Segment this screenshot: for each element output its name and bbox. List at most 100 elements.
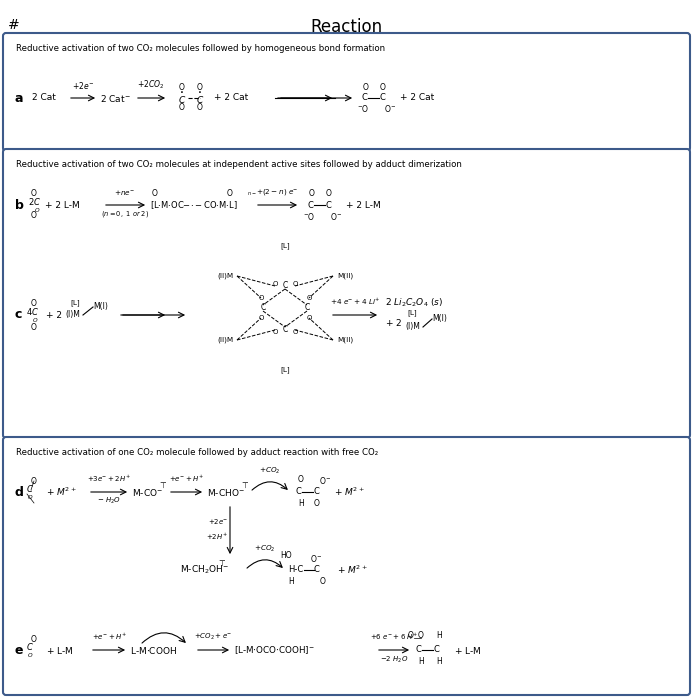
Text: $\mathbf{a}$: $\mathbf{a}$: [14, 92, 24, 104]
Text: C: C: [304, 303, 310, 312]
Text: O: O: [309, 189, 315, 199]
Text: C: C: [314, 565, 320, 575]
Text: O: O: [408, 631, 414, 640]
Text: $+2e^{-}$: $+2e^{-}$: [207, 517, 228, 526]
Text: M(II): M(II): [337, 337, 353, 343]
Text: $4\underset{O}{\overset{}{C}}$: $4\underset{O}{\overset{}{C}}$: [26, 305, 39, 324]
Text: M(II): M(II): [337, 273, 353, 279]
Text: L-M$\cdot$COOH: L-M$\cdot$COOH: [130, 644, 177, 656]
Text: O: O: [380, 82, 386, 92]
Text: $+e^{-}+H^{+}$: $+e^{-}+H^{+}$: [91, 632, 126, 642]
Text: (II)M: (II)M: [217, 273, 233, 279]
Text: C: C: [282, 326, 288, 335]
Text: $+\ M^{2+}$: $+\ M^{2+}$: [334, 486, 365, 498]
Text: $\overset{\bullet}{C}$: $\overset{\bullet}{C}$: [196, 90, 204, 106]
Text: $+\ $L-M: $+\ $L-M: [454, 644, 482, 656]
Text: $\top$: $\top$: [240, 480, 249, 489]
Text: $+\ M^{2+}$: $+\ M^{2+}$: [46, 486, 77, 498]
Text: $+(2-n)\ e^{-}$: $+(2-n)\ e^{-}$: [256, 187, 298, 197]
Text: $[$L-M$\cdot$OCO$\cdot$COOH$]^{-}$: $[$L-M$\cdot$OCO$\cdot$COOH$]^{-}$: [234, 644, 315, 656]
Text: O: O: [258, 315, 264, 321]
Text: $+\ M^{2+}$: $+\ M^{2+}$: [337, 564, 368, 576]
Text: H: H: [436, 631, 442, 640]
FancyBboxPatch shape: [3, 437, 690, 695]
Text: O: O: [320, 577, 326, 586]
Text: Reductive activation of one CO₂ molecule followed by adduct reaction with free C: Reductive activation of one CO₂ molecule…: [16, 448, 378, 457]
Text: (I)M: (I)M: [65, 310, 80, 319]
Text: C: C: [296, 487, 302, 496]
Text: $\mathbf{e}$: $\mathbf{e}$: [14, 644, 24, 656]
Text: 2 Cat$^{-}$: 2 Cat$^{-}$: [100, 92, 130, 103]
Text: O: O: [272, 281, 278, 287]
Text: $\mathbf{d}$: $\mathbf{d}$: [14, 485, 24, 499]
Text: Reaction: Reaction: [310, 18, 382, 36]
Text: + 2 Cat: + 2 Cat: [400, 94, 435, 103]
Text: O$^{-}$: O$^{-}$: [319, 475, 331, 486]
Text: $+2H^{+}$: $+2H^{+}$: [207, 532, 228, 542]
Text: 2 Cat: 2 Cat: [32, 94, 56, 103]
Text: $(n{=}0,\ 1\ or\ 2)$: $(n{=}0,\ 1\ or\ 2)$: [101, 209, 149, 219]
Text: $+4\ e^{-}+4\ Li^{+}$: $+4\ e^{-}+4\ Li^{+}$: [330, 296, 380, 307]
Text: O: O: [31, 635, 37, 644]
Text: O$^{-}$: O$^{-}$: [384, 103, 396, 115]
Text: M-CHO$^{-}$: M-CHO$^{-}$: [207, 487, 245, 498]
Text: Reductive activation of two CO₂ molecules at independent active sites followed b: Reductive activation of two CO₂ molecule…: [16, 160, 462, 169]
Text: $+2CO_2$: $+2CO_2$: [137, 78, 165, 91]
Text: [L]: [L]: [280, 366, 290, 373]
Text: M(I): M(I): [93, 303, 108, 312]
Text: $\mathbf{c}$: $\mathbf{c}$: [14, 308, 23, 322]
Text: O: O: [292, 281, 298, 287]
Text: + 2 L-M: + 2 L-M: [346, 201, 380, 210]
Text: O: O: [326, 189, 332, 199]
Text: O: O: [197, 103, 203, 113]
Text: O: O: [31, 322, 37, 331]
Text: $+e^{-}+H^{+}$: $+e^{-}+H^{+}$: [168, 474, 203, 484]
Text: $+2e^{-}$: $+2e^{-}$: [72, 80, 94, 91]
Text: M-CO$^{-}$: M-CO$^{-}$: [132, 487, 163, 498]
Text: O: O: [31, 298, 37, 308]
Text: [L]: [L]: [280, 243, 290, 250]
Text: O: O: [152, 189, 158, 199]
Text: C: C: [433, 645, 439, 654]
Text: $+CO_2$: $+CO_2$: [259, 466, 281, 476]
FancyBboxPatch shape: [3, 149, 690, 438]
FancyBboxPatch shape: [3, 33, 690, 151]
Text: O: O: [272, 329, 278, 335]
Text: O$^{-}$: O$^{-}$: [330, 210, 342, 222]
Text: $2\underset{O}{\overset{}{C}}$: $2\underset{O}{\overset{}{C}}$: [28, 196, 41, 215]
Text: H: H: [418, 658, 424, 667]
Text: + 2 L-M: + 2 L-M: [45, 201, 80, 210]
Text: $^{n-}$: $^{n-}$: [247, 191, 256, 197]
Text: $2\ Li_2C_2O_4\ (s)$: $2\ Li_2C_2O_4\ (s)$: [385, 297, 443, 309]
Text: O: O: [31, 212, 37, 220]
Text: $^{-}$O: $^{-}$O: [357, 103, 369, 115]
Text: [L]: [L]: [407, 310, 416, 317]
Text: $+6\ e^{-}+6\ H^{+}$: $+6\ e^{-}+6\ H^{+}$: [370, 632, 418, 642]
Text: O: O: [363, 82, 369, 92]
Text: C: C: [416, 645, 422, 654]
Text: O: O: [306, 315, 312, 321]
Text: (II)M: (II)M: [217, 337, 233, 343]
Text: $+ne^{-}$: $+ne^{-}$: [114, 188, 136, 197]
Text: $\mathbf{b}$: $\mathbf{b}$: [14, 198, 24, 212]
Text: + 2: + 2: [46, 310, 62, 319]
Text: $^{-}$O: $^{-}$O: [303, 210, 315, 222]
Text: Reductive activation of two CO₂ molecules followed by homogeneous bond formation: Reductive activation of two CO₂ molecule…: [16, 44, 385, 53]
Text: O: O: [179, 103, 185, 113]
Text: $\underset{O}{\overset{}{C}}$: $\underset{O}{\overset{}{C}}$: [26, 482, 34, 501]
Text: $-\ H_2O$: $-\ H_2O$: [97, 496, 121, 506]
Text: $\top$: $\top$: [218, 559, 227, 568]
Text: C: C: [325, 201, 331, 210]
Text: (I)M: (I)M: [405, 322, 420, 331]
Text: + 2 Cat: + 2 Cat: [214, 94, 248, 103]
Text: C: C: [308, 201, 314, 210]
Text: C: C: [313, 487, 319, 496]
Text: C: C: [362, 94, 368, 103]
Text: O: O: [179, 83, 185, 92]
Text: $\top$: $\top$: [158, 480, 168, 489]
Text: O: O: [31, 189, 37, 199]
Text: $-2\ H_2O$: $-2\ H_2O$: [380, 655, 408, 665]
Text: O: O: [418, 631, 424, 640]
Text: O: O: [306, 295, 312, 301]
Text: C: C: [261, 303, 265, 312]
